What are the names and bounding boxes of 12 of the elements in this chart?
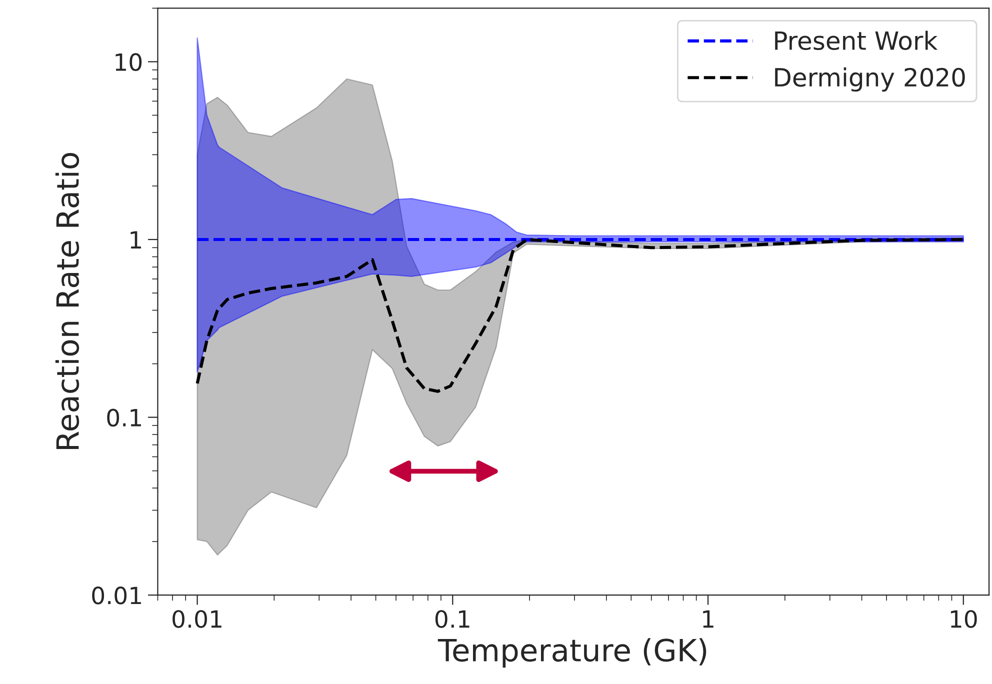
y-tick-label: 0.1 bbox=[107, 408, 141, 427]
legend-label: Dermigny 2020 bbox=[775, 67, 965, 92]
x-tick-label: 0.01 bbox=[172, 610, 222, 628]
x-tick-label: 10 bbox=[950, 610, 977, 628]
y-tick-label: 10 bbox=[116, 53, 142, 72]
y-tick-label: 0.01 bbox=[92, 586, 141, 604]
legend-label: Present Work bbox=[775, 30, 938, 50]
x-tick-label: 0.1 bbox=[435, 610, 470, 628]
x-axis-title: Temperature (GK) bbox=[438, 638, 706, 668]
x-tick-label: 1 bbox=[703, 610, 714, 628]
y-axis-title: Reaction Rate Ratio bbox=[55, 153, 80, 449]
y-tick-label: 1 bbox=[130, 231, 141, 248]
